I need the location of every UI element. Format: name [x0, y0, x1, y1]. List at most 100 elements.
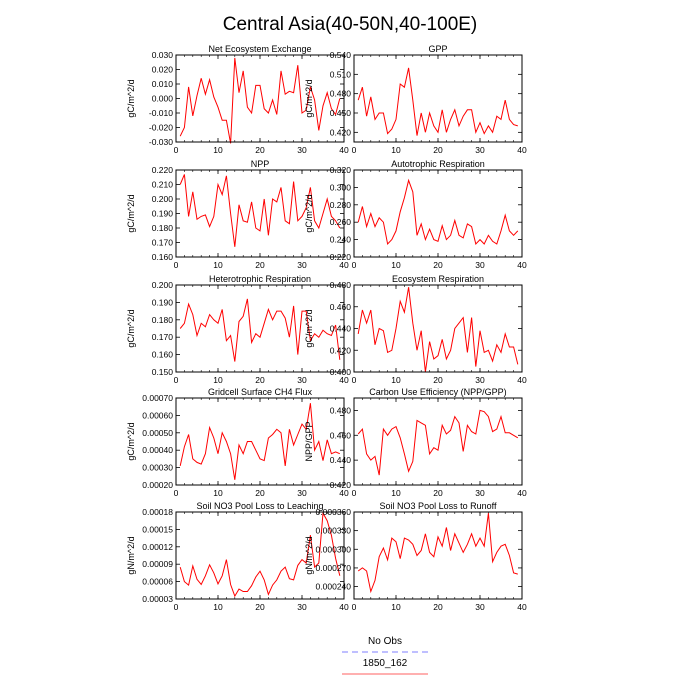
- x-tick-label: 40: [517, 145, 527, 155]
- x-tick-label: 0: [352, 488, 357, 498]
- y-tick-label: 0.160: [152, 350, 174, 360]
- x-tick-label: 10: [213, 602, 223, 612]
- y-tick-label: 0.420: [330, 345, 352, 355]
- x-tick-label: 20: [433, 602, 443, 612]
- x-tick-label: 30: [475, 260, 485, 270]
- x-tick-label: 20: [433, 375, 443, 385]
- y-tick-label: 0.260: [330, 217, 352, 227]
- y-tick-label: 0.00003: [142, 594, 173, 604]
- panel-title: Soil NO3 Pool Loss to Runoff: [380, 501, 497, 511]
- y-tick-label: 0.000: [152, 94, 174, 104]
- x-tick-label: 10: [391, 260, 401, 270]
- y-tick-label: 0.00040: [142, 445, 173, 455]
- x-tick-label: 10: [213, 260, 223, 270]
- y-tick-label: 0.00060: [142, 410, 173, 420]
- x-tick-label: 40: [517, 488, 527, 498]
- y-tick-label: 0.460: [330, 302, 352, 312]
- y-tick-label: 0.220: [152, 165, 174, 175]
- y-tick-label: 0.180: [152, 223, 174, 233]
- x-tick-label: 30: [297, 488, 307, 498]
- y-tick-label: 0.000270: [316, 563, 352, 573]
- x-tick-label: 40: [339, 145, 349, 155]
- x-tick-label: 40: [339, 260, 349, 270]
- chart-panel: GPP gC/m^2/d 0 10 20 30 40 0.420 0.450 0.480 0.510…: [304, 44, 527, 155]
- x-tick-label: 0: [352, 602, 357, 612]
- plot-frame: [175, 397, 345, 486]
- x-tick-label: 10: [391, 602, 401, 612]
- y-tick-label: 0.00012: [142, 542, 173, 552]
- y-tick-label: 0.460: [330, 430, 352, 440]
- y-axis-label: gC/m^2/d: [126, 422, 136, 460]
- x-tick-label: 30: [297, 602, 307, 612]
- x-tick-label: 0: [352, 375, 357, 385]
- y-tick-label: 0.000300: [316, 544, 352, 554]
- x-tick-label: 20: [255, 488, 265, 498]
- x-tick-label: 20: [255, 145, 265, 155]
- x-tick-label: 10: [391, 375, 401, 385]
- y-tick-label: 0.210: [152, 180, 174, 190]
- chart-panel: Carbon Use Efficiency (NPP/GPP) NPP/GPP 0 1…: [304, 387, 527, 498]
- x-tick-label: 0: [174, 375, 179, 385]
- y-tick-label: 0.320: [330, 165, 352, 175]
- y-axis-label: gC/m^2/d: [304, 194, 314, 232]
- panel-title: Autotrophic Respiration: [391, 159, 485, 169]
- x-tick-label: 20: [255, 375, 265, 385]
- y-tick-label: 0.180: [152, 315, 174, 325]
- y-tick-label: 0.170: [152, 238, 174, 248]
- chart-panel: Soil NO3 Pool Loss to Runoff gN/m^2/d 0 10 2…: [304, 501, 527, 612]
- y-axis-label: gC/m^2/d: [304, 309, 314, 347]
- y-axis-label: gC/m^2/d: [126, 194, 136, 232]
- plot-frame: [353, 54, 523, 143]
- panel-title: GPP: [428, 44, 447, 54]
- x-tick-label: 20: [433, 145, 443, 155]
- series-line: [179, 57, 341, 144]
- y-tick-label: 0.020: [152, 65, 174, 75]
- y-tick-label: 0.00070: [142, 393, 173, 403]
- series-line: [357, 67, 518, 136]
- series-line: [357, 409, 519, 476]
- y-tick-label: 0.000330: [316, 526, 352, 536]
- x-tick-label: 30: [475, 488, 485, 498]
- y-tick-label: 0.480: [330, 280, 352, 290]
- legend: No Obs 1850_162: [342, 636, 428, 675]
- x-tick-label: 40: [339, 375, 349, 385]
- series-line: [357, 178, 519, 246]
- x-tick-label: 40: [517, 375, 527, 385]
- series-line: [357, 287, 519, 373]
- plot-frame: [353, 169, 523, 258]
- y-tick-label: 0.200: [152, 194, 174, 204]
- y-tick-label: 0.00018: [142, 507, 173, 517]
- x-tick-label: 30: [297, 145, 307, 155]
- x-tick-label: 0: [174, 602, 179, 612]
- plot-frame: [175, 511, 345, 600]
- chart-panel: Autotrophic Respiration gC/m^2/d 0 10 20 30 40…: [304, 159, 527, 270]
- y-tick-label: 0.00006: [142, 577, 173, 587]
- x-tick-label: 0: [174, 260, 179, 270]
- panel-title: NPP: [251, 159, 270, 169]
- y-tick-label: 0.030: [152, 50, 174, 60]
- series-line: [179, 174, 341, 247]
- legend-label-no-obs: No Obs: [368, 636, 402, 647]
- y-tick-label: -0.020: [149, 123, 173, 133]
- y-tick-label: 0.480: [330, 405, 352, 415]
- chart-panel: Soil NO3 Pool Loss to Leaching gN/m^2/d 0 1…: [126, 501, 349, 612]
- x-tick-label: 30: [297, 260, 307, 270]
- chart-panel: Gridcell Surface CH4 Flux gC/m^2/d 0 10 20 30…: [126, 387, 349, 498]
- chart-panel: Net Ecosystem Exchange gC/m^2/d 0 10 20 30 40 -…: [126, 44, 349, 155]
- y-tick-label: 0.420: [330, 127, 352, 137]
- y-axis-label: gC/m^2/d: [126, 309, 136, 347]
- x-tick-label: 30: [297, 375, 307, 385]
- x-tick-label: 20: [433, 488, 443, 498]
- x-tick-label: 20: [255, 602, 265, 612]
- x-tick-label: 40: [517, 602, 527, 612]
- y-tick-label: 0.150: [152, 367, 174, 377]
- y-tick-label: 0.480: [330, 89, 352, 99]
- plot-frame: [175, 54, 345, 143]
- y-tick-label: 0.00050: [142, 428, 173, 438]
- x-tick-label: 30: [475, 375, 485, 385]
- y-tick-label: 0.540: [330, 50, 352, 60]
- plot-frame: [353, 511, 523, 600]
- y-tick-label: 0.510: [330, 69, 352, 79]
